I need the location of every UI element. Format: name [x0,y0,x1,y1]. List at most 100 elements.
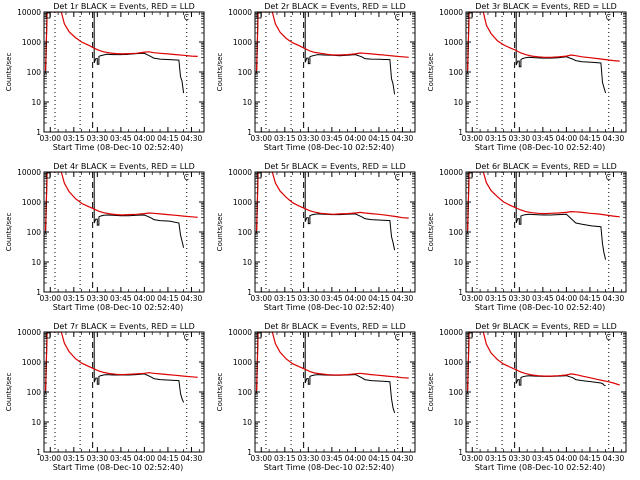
y-tick-label: 1000 [233,358,252,367]
y-tick-label: 10 [453,258,463,267]
y-tick-label: 100 [27,228,42,237]
x-axis-label: Start Time (08-Dec-10 02:52:40) [475,463,606,472]
chart-title: Det 1r BLACK = Events, RED = LLD [53,2,195,11]
y-tick-label: 10000 [228,8,252,17]
chart-panel-5: Det 5r BLACK = Events, RED = LLD C 1 10 100 1… [216,162,416,312]
x-tick-label: 04:30 [603,454,625,463]
chart-title: Det 5r BLACK = Events, RED = LLD [264,162,406,171]
y-tick-label: 10000 [228,168,252,177]
x-tick-label: 03:15 [63,134,85,143]
y-tick-label: 100 [27,388,42,397]
chart-title: Det 3r BLACK = Events, RED = LLD [475,2,617,11]
y-tick-label: 10 [31,258,41,267]
y-tick-label: 10000 [228,328,252,337]
x-axis-label: Start Time (08-Dec-10 02:52:40) [264,303,395,312]
x-tick-label: 03:45 [532,134,554,143]
x-tick-label: 04:00 [134,454,156,463]
y-tick-label: 100 [449,68,464,77]
x-tick-label: 03:00 [461,294,483,303]
y-tick-label: 10000 [17,8,41,17]
y-tick-label: 10000 [439,168,463,177]
plot-frame [465,171,627,293]
x-tick-label: 04:15 [157,454,179,463]
chart-panel-2: Det 2r BLACK = Events, RED = LLD C 1 10 100 1… [216,2,416,152]
y-tick-label: 1 [458,288,463,297]
y-tick-label: 10000 [439,8,463,17]
x-tick-label: 04:30 [392,454,414,463]
x-tick-label: 03:15 [274,454,296,463]
y-tick-label: 10 [31,98,41,107]
x-tick-label: 03:30 [509,134,531,143]
y-tick-label: 10 [31,418,41,427]
y-axis-label: Counts/sec [5,213,13,252]
chart-panel-4: Det 4r BLACK = Events, RED = LLD C 1 10 100 1… [5,162,205,312]
x-tick-label: 04:30 [181,294,203,303]
y-tick-label: 100 [449,228,464,237]
x-tick-label: 04:00 [345,134,367,143]
chart-panel-9: Det 9r BLACK = Events, RED = LLD C 1 10 100 1… [427,322,627,472]
x-tick-label: 03:45 [532,454,554,463]
x-tick-label: 04:15 [368,134,390,143]
x-tick-label: 03:30 [298,134,320,143]
chart-title: Det 2r BLACK = Events, RED = LLD [264,2,406,11]
chart-panel-8: Det 8r BLACK = Events, RED = LLD C 1 10 100 1… [216,322,416,472]
x-tick-label: 04:00 [556,454,578,463]
y-tick-label: 1 [458,128,463,137]
y-tick-label: 1 [36,128,41,137]
x-tick-label: 03:30 [509,294,531,303]
y-tick-label: 1 [36,448,41,457]
y-tick-label: 1 [458,448,463,457]
flag-label: C [395,173,400,182]
x-tick-label: 03:15 [274,294,296,303]
chart-panel-3: Det 3r BLACK = Events, RED = LLD C 1 10 100 1… [427,2,627,152]
x-tick-label: 03:45 [321,294,343,303]
y-tick-label: 100 [27,68,42,77]
x-tick-label: 03:30 [87,134,109,143]
series-events-line [45,12,185,94]
x-tick-label: 04:00 [556,134,578,143]
y-tick-label: 100 [238,388,253,397]
x-tick-label: 03:30 [87,454,109,463]
x-tick-label: 03:15 [485,454,507,463]
y-tick-label: 1000 [22,358,41,367]
y-tick-label: 1 [247,448,252,457]
x-tick-label: 04:15 [368,454,390,463]
flag-label: C [606,333,611,342]
y-tick-label: 1 [247,288,252,297]
chart-title: Det 4r BLACK = Events, RED = LLD [53,162,195,171]
chart-title: Det 6r BLACK = Events, RED = LLD [475,162,617,171]
x-axis-label: Start Time (08-Dec-10 02:52:40) [53,463,184,472]
y-tick-label: 1000 [233,38,252,47]
x-tick-label: 04:30 [392,294,414,303]
x-tick-label: 04:30 [392,134,414,143]
series-lld-line [467,12,620,71]
y-tick-label: 10000 [17,168,41,177]
x-tick-label: 04:00 [134,134,156,143]
y-axis-label: Counts/sec [216,53,224,92]
chart-title: Det 7r BLACK = Events, RED = LLD [53,322,195,331]
y-axis-label: Counts/sec [427,213,435,252]
x-tick-label: 03:15 [63,454,85,463]
x-axis-label: Start Time (08-Dec-10 02:52:40) [475,143,606,152]
series-lld-line [467,172,620,231]
series-events-line [256,332,396,414]
y-axis-label: Counts/sec [5,373,13,412]
x-tick-label: 04:00 [345,294,367,303]
x-tick-label: 03:45 [110,454,132,463]
series-lld-line [467,332,620,391]
series-events-line [45,332,185,403]
x-axis-label: Start Time (08-Dec-10 02:52:40) [264,143,395,152]
x-tick-label: 03:00 [461,454,483,463]
series-events-line [256,12,396,95]
x-tick-label: 03:00 [39,134,61,143]
series-events-line [467,172,607,260]
x-tick-label: 03:30 [298,294,320,303]
x-tick-label: 03:30 [298,454,320,463]
x-tick-label: 03:00 [39,454,61,463]
series-events-line [467,12,607,94]
y-tick-label: 1 [36,288,41,297]
y-tick-label: 1000 [444,198,463,207]
flag-label: C [184,13,189,22]
x-tick-label: 04:30 [181,134,203,143]
chart-panel-7: Det 7r BLACK = Events, RED = LLD C 1 10 100 1… [5,322,205,472]
